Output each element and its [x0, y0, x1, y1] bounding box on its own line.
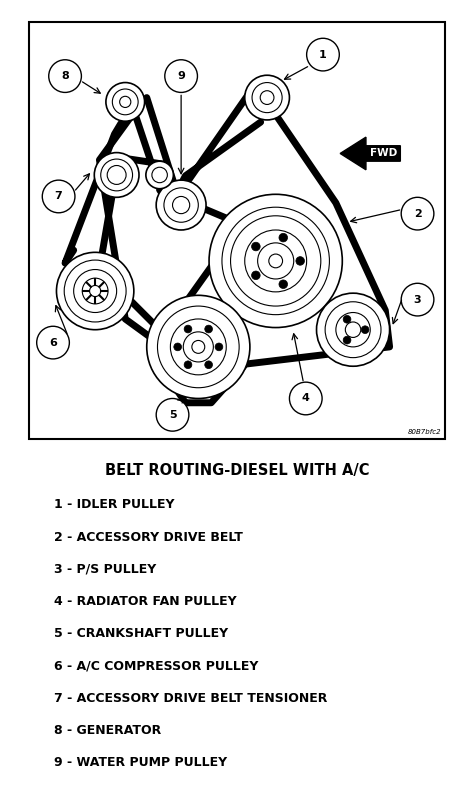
- Text: 4 - RADIATOR FAN PULLEY: 4 - RADIATOR FAN PULLEY: [54, 595, 237, 608]
- Circle shape: [209, 194, 342, 327]
- Circle shape: [296, 256, 304, 265]
- Text: 80B7bfc2: 80B7bfc2: [408, 429, 441, 435]
- Circle shape: [205, 361, 212, 369]
- Text: 7 - ACCESSORY DRIVE BELT TENSIONER: 7 - ACCESSORY DRIVE BELT TENSIONER: [54, 692, 327, 704]
- Text: 8 - GENERATOR: 8 - GENERATOR: [54, 724, 161, 737]
- Circle shape: [205, 325, 212, 333]
- Polygon shape: [340, 137, 401, 170]
- Circle shape: [215, 343, 223, 351]
- Circle shape: [56, 252, 134, 330]
- Circle shape: [252, 271, 260, 279]
- Text: 8: 8: [61, 71, 69, 81]
- Circle shape: [49, 60, 82, 92]
- Circle shape: [401, 283, 434, 316]
- Circle shape: [279, 280, 288, 288]
- Text: 3 - P/S PULLEY: 3 - P/S PULLEY: [54, 563, 156, 576]
- Circle shape: [156, 180, 206, 230]
- Circle shape: [42, 180, 75, 213]
- Circle shape: [343, 336, 351, 344]
- Circle shape: [307, 38, 339, 71]
- Circle shape: [290, 382, 322, 415]
- Circle shape: [184, 325, 192, 333]
- Circle shape: [174, 343, 182, 351]
- Circle shape: [401, 197, 434, 230]
- Text: 2 - ACCESSORY DRIVE BELT: 2 - ACCESSORY DRIVE BELT: [54, 530, 243, 544]
- Circle shape: [317, 293, 390, 366]
- Text: 3: 3: [414, 295, 421, 305]
- Circle shape: [106, 83, 145, 121]
- Circle shape: [156, 399, 189, 431]
- Circle shape: [94, 153, 139, 197]
- Text: FWD: FWD: [370, 149, 397, 158]
- Text: 9 - WATER PUMP PULLEY: 9 - WATER PUMP PULLEY: [54, 756, 227, 769]
- Circle shape: [184, 361, 192, 369]
- Text: 2: 2: [414, 209, 421, 219]
- Circle shape: [361, 326, 369, 334]
- Text: 7: 7: [55, 192, 63, 201]
- Text: 4: 4: [302, 393, 310, 404]
- Circle shape: [245, 76, 290, 120]
- Text: 5 - CRANKSHAFT PULLEY: 5 - CRANKSHAFT PULLEY: [54, 627, 228, 640]
- Text: 1: 1: [319, 49, 327, 60]
- Text: BELT ROUTING-DIESEL WITH A/C: BELT ROUTING-DIESEL WITH A/C: [105, 463, 369, 478]
- Circle shape: [147, 295, 250, 399]
- Circle shape: [279, 233, 288, 242]
- Text: 9: 9: [177, 71, 185, 81]
- Circle shape: [252, 242, 260, 251]
- Circle shape: [343, 315, 351, 323]
- Text: 6 - A/C COMPRESSOR PULLEY: 6 - A/C COMPRESSOR PULLEY: [54, 659, 258, 673]
- Circle shape: [36, 326, 69, 359]
- Circle shape: [146, 162, 173, 189]
- Text: 6: 6: [49, 338, 57, 348]
- Text: 1 - IDLER PULLEY: 1 - IDLER PULLEY: [54, 498, 174, 511]
- Text: 5: 5: [169, 410, 176, 419]
- Circle shape: [165, 60, 198, 92]
